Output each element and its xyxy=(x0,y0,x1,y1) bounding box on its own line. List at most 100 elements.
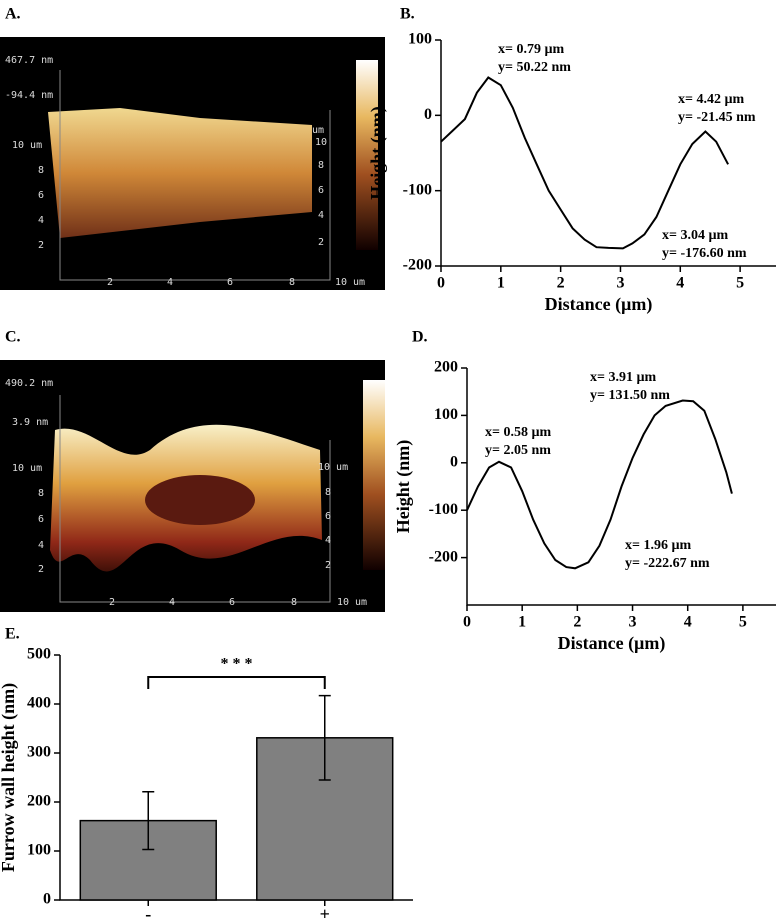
y-tick-label: 200 xyxy=(434,359,458,376)
left-tick-label: 8 xyxy=(38,165,44,176)
data-line xyxy=(466,399,733,570)
x-tick-label: 3 xyxy=(629,614,637,631)
y-tick-label: 0 xyxy=(450,453,458,470)
bottom-tick-label: 10 um xyxy=(335,277,365,288)
annotation: y= -176.60 nm xyxy=(662,246,747,261)
right-tick-label: 10 um xyxy=(318,462,348,473)
error-bar xyxy=(318,694,331,781)
bottom-tick-label: 8 xyxy=(291,597,297,608)
panel-label: E. xyxy=(5,626,20,643)
y-axis-label: Height (nm) xyxy=(393,440,414,534)
surface-hollow xyxy=(145,475,255,525)
annotation: y= 131.50 nm xyxy=(590,388,670,403)
right-tick-label: 2 xyxy=(325,560,331,571)
scale-label: 490.2 nm xyxy=(5,378,53,389)
y-tick-label: 400 xyxy=(27,695,51,712)
bottom-tick-label: 6 xyxy=(227,277,233,288)
bottom-tick-label: 4 xyxy=(169,597,175,608)
left-tick-label: 10 um xyxy=(12,140,42,151)
panel-label: B. xyxy=(400,6,415,23)
right-tick-label: 6 xyxy=(318,185,324,196)
color-scale xyxy=(356,60,378,250)
annotation: x= 3.91 µm xyxy=(590,370,657,385)
x-tick-label: - xyxy=(145,904,151,924)
y-tick-label: 100 xyxy=(434,406,458,423)
bottom-tick-label: 2 xyxy=(109,597,115,608)
right-tick-label: 4 xyxy=(318,210,324,221)
y-tick-label: 0 xyxy=(424,106,432,123)
x-tick-label: 3 xyxy=(616,275,624,292)
scale-label: -94.4 nm xyxy=(5,90,53,101)
annotation: x= 1.96 µm xyxy=(625,538,692,553)
x-axis-label: Distance (µm) xyxy=(558,633,666,654)
right-tick-label: 2 xyxy=(318,237,324,248)
right-tick-label: 4 xyxy=(325,535,331,546)
left-tick-label: 2 xyxy=(38,564,44,575)
x-tick-label: 4 xyxy=(676,275,684,292)
x-tick-label: 1 xyxy=(497,275,505,292)
right-tick-label: 6 xyxy=(325,511,331,522)
left-tick-label: 4 xyxy=(38,540,44,551)
left-tick-label: 6 xyxy=(38,514,44,525)
right-tick-label: 8 xyxy=(318,160,324,171)
error-bar xyxy=(142,790,155,851)
bottom-tick-label: 6 xyxy=(229,597,235,608)
y-tick-label: -100 xyxy=(403,181,432,198)
y-tick-label: 500 xyxy=(27,646,51,663)
annotation: y= -21.45 nm xyxy=(678,110,756,125)
panel-label: A. xyxy=(5,6,21,23)
y-tick-label: -100 xyxy=(429,501,458,518)
panel-label: C. xyxy=(5,329,21,346)
x-tick-label: 5 xyxy=(739,614,747,631)
y-tick-label: -200 xyxy=(403,257,432,274)
left-tick-label: 6 xyxy=(38,190,44,201)
bottom-tick-label: 4 xyxy=(167,277,173,288)
right-tick-label: 8 xyxy=(325,487,331,498)
y-tick-label: 100 xyxy=(408,31,432,48)
x-tick-label: 0 xyxy=(463,614,471,631)
y-tick-label: 200 xyxy=(27,793,51,810)
axis-frame xyxy=(59,70,331,281)
y-axis-label: Furrow wall height (nm) xyxy=(0,683,19,872)
x-axis-label: Distance (µm) xyxy=(545,294,653,315)
right-tick-label: 10 xyxy=(315,137,327,148)
annotation: x= 4.42 µm xyxy=(678,92,745,107)
data-line xyxy=(440,76,729,250)
x-tick-label: 4 xyxy=(684,614,692,631)
bottom-tick-label: 2 xyxy=(107,277,113,288)
right-tick-label: um xyxy=(312,125,324,136)
left-tick-label: 2 xyxy=(38,240,44,251)
annotation: x= 0.79 µm xyxy=(498,42,565,57)
x-tick-label: + xyxy=(320,904,330,924)
y-tick-label: 300 xyxy=(27,744,51,761)
x-tick-label: 1 xyxy=(518,614,526,631)
x-tick-label: 2 xyxy=(573,614,581,631)
scale-label: 467.7 nm xyxy=(5,55,53,66)
left-tick-label: 8 xyxy=(38,488,44,499)
x-tick-label: 5 xyxy=(736,275,744,292)
significance-label: * * * xyxy=(221,656,253,673)
axis-frame xyxy=(59,395,331,603)
y-tick-label: 0 xyxy=(43,891,51,908)
annotation: x= 0.58 µm xyxy=(485,425,552,440)
bottom-tick-label: 8 xyxy=(289,277,295,288)
significance-bracket xyxy=(147,676,326,689)
y-tick-label: -200 xyxy=(429,548,458,565)
y-axis-label: Height (nm) xyxy=(367,106,388,200)
y-tick-label: 100 xyxy=(27,842,51,859)
x-tick-label: 2 xyxy=(557,275,565,292)
scale-label: 3.9 nm xyxy=(12,417,48,428)
annotation: x= 3.04 µm xyxy=(662,228,729,243)
afm-image-c: 490.2 nm 3.9 nm 10 um 8 6 4 2 10 um 8 6 4 2 2 4 6 8 10 u… xyxy=(0,360,385,612)
annotation: y= 50.22 nm xyxy=(498,60,571,75)
color-scale xyxy=(363,380,385,570)
left-tick-label: 10 um xyxy=(12,463,42,474)
surface xyxy=(48,108,312,238)
annotation: y= -222.67 nm xyxy=(625,556,710,571)
left-tick-label: 4 xyxy=(38,215,44,226)
bottom-tick-label: 10 um xyxy=(337,597,367,608)
annotation: y= 2.05 nm xyxy=(485,443,551,458)
panel-label: D. xyxy=(412,329,428,346)
